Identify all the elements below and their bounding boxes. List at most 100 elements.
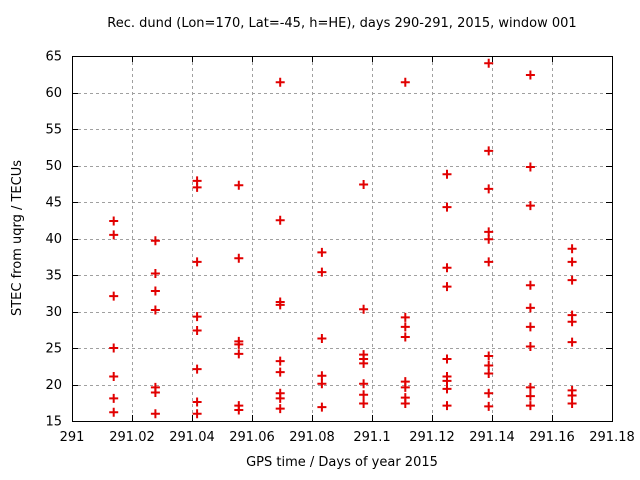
y-tick-label: 25: [45, 342, 62, 357]
data-point-marker: [359, 304, 369, 314]
data-point-marker: [359, 358, 369, 368]
data-point-marker: [442, 169, 452, 179]
data-point-marker: [275, 367, 285, 377]
data-point-marker: [192, 325, 202, 335]
data-point-marker: [484, 351, 494, 361]
data-point-marker: [192, 364, 202, 374]
y-tick-label: 55: [45, 123, 62, 138]
data-point-marker: [442, 376, 452, 386]
x-tick-label: 291.12: [409, 430, 455, 445]
data-point-marker: [359, 379, 369, 389]
data-point-marker: [400, 382, 410, 392]
data-point-marker: [359, 398, 369, 408]
data-point-marker: [484, 58, 494, 68]
data-point-marker: [234, 349, 244, 359]
data-point-marker: [484, 361, 494, 371]
data-point-marker: [192, 397, 202, 407]
data-point-marker: [442, 282, 452, 292]
data-point-marker: [109, 343, 119, 353]
data-point-marker: [400, 398, 410, 408]
data-point-marker: [317, 247, 327, 257]
data-point-marker: [234, 405, 244, 415]
x-tick-label: 291: [60, 430, 85, 445]
data-point-marker: [567, 390, 577, 400]
x-axis-label: GPS time / Days of year 2015: [246, 455, 438, 470]
data-point-marker: [525, 342, 535, 352]
data-point-marker: [109, 371, 119, 381]
data-point-marker: [484, 184, 494, 194]
data-point-marker: [400, 332, 410, 342]
y-axis-label: STEC from uqrg / TECUs: [10, 160, 25, 316]
data-point-marker: [192, 312, 202, 322]
data-point-marker: [484, 257, 494, 267]
y-tick-label: 45: [45, 196, 62, 211]
data-point-marker: [192, 257, 202, 267]
data-point-marker: [150, 286, 160, 296]
data-point-marker: [317, 371, 327, 381]
y-tick-label: 15: [45, 415, 62, 430]
data-point-marker: [275, 393, 285, 403]
data-point-marker: [150, 236, 160, 246]
data-point-marker: [442, 401, 452, 411]
data-point-marker: [317, 379, 327, 389]
data-point-marker: [317, 267, 327, 277]
x-tick-label: 291.1: [353, 430, 390, 445]
data-point-marker: [109, 393, 119, 403]
data-point-marker: [442, 354, 452, 364]
data-point-marker: [234, 253, 244, 263]
data-point-marker: [150, 409, 160, 419]
data-point-marker: [525, 201, 535, 211]
data-point-marker: [525, 303, 535, 313]
data-point-marker: [442, 384, 452, 394]
data-point-marker: [109, 216, 119, 226]
data-point-marker: [275, 215, 285, 225]
data-point-marker: [484, 401, 494, 411]
data-point-marker: [442, 202, 452, 212]
data-point-marker: [484, 146, 494, 156]
data-point-marker: [275, 300, 285, 310]
data-point-marker: [400, 77, 410, 87]
data-point-marker: [567, 398, 577, 408]
data-point-marker: [150, 305, 160, 315]
x-tick-label: 291.18: [589, 430, 635, 445]
data-point-marker: [484, 388, 494, 398]
x-tick-label: 291.02: [109, 430, 155, 445]
data-point-marker: [109, 230, 119, 240]
data-point-marker: [567, 317, 577, 327]
y-tick-label: 65: [45, 50, 62, 65]
data-point-marker: [317, 402, 327, 412]
data-point-marker: [150, 269, 160, 279]
data-point-marker: [525, 70, 535, 80]
x-tick-label: 291.16: [529, 430, 575, 445]
data-point-marker: [359, 179, 369, 189]
x-tick-label: 291.04: [169, 430, 215, 445]
y-tick-label: 40: [45, 232, 62, 247]
data-point-marker: [275, 404, 285, 414]
data-point-marker: [484, 234, 494, 244]
chart-title: Rec. dund (Lon=170, Lat=-45, h=HE), days…: [107, 16, 576, 31]
y-tick-label: 60: [45, 86, 62, 101]
data-point-marker: [525, 401, 535, 411]
data-point-marker: [567, 244, 577, 254]
data-point-marker: [567, 275, 577, 285]
y-tick-label: 30: [45, 305, 62, 320]
data-point-marker: [192, 182, 202, 192]
data-point-marker: [234, 180, 244, 190]
data-point-marker: [525, 382, 535, 392]
data-point-marker: [484, 369, 494, 379]
data-point-marker: [525, 391, 535, 401]
y-tick-label: 35: [45, 269, 62, 284]
data-point-marker: [442, 263, 452, 273]
data-point-marker: [109, 407, 119, 417]
data-point-marker: [109, 291, 119, 301]
data-point-marker: [567, 337, 577, 347]
y-tick-label: 50: [45, 159, 62, 174]
plot-render-group: 291 291.02 291.04 291.06 291.08 291.1 291.12 29…: [45, 50, 634, 446]
data-point-marker: [400, 312, 410, 322]
data-point-marker: [525, 162, 535, 172]
x-tick-label: 291.08: [289, 430, 335, 445]
x-tick-label: 291.14: [469, 430, 515, 445]
data-point-marker: [150, 388, 160, 398]
